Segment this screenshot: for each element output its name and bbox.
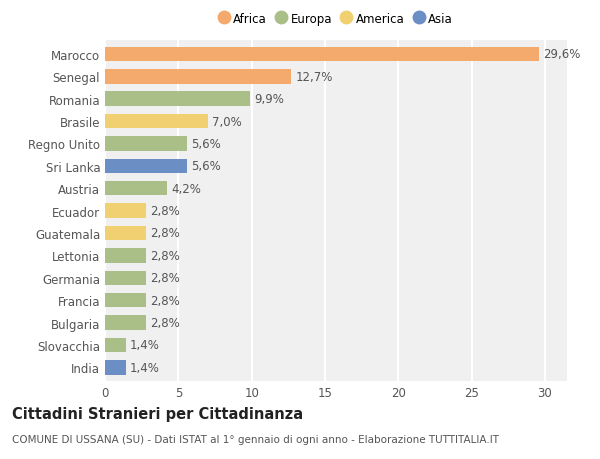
Bar: [105, 226, 146, 241]
Bar: [105, 271, 146, 285]
Bar: [105, 293, 146, 308]
Bar: [105, 249, 146, 263]
Text: 1,4%: 1,4%: [130, 361, 160, 374]
Text: 2,8%: 2,8%: [151, 205, 180, 218]
Bar: [105, 204, 146, 218]
Bar: [105, 316, 146, 330]
Bar: [105, 159, 187, 174]
Bar: [105, 92, 250, 106]
Bar: [105, 137, 187, 151]
Text: 12,7%: 12,7%: [296, 71, 333, 84]
Bar: [105, 338, 125, 353]
Text: 1,4%: 1,4%: [130, 339, 160, 352]
Bar: [105, 181, 167, 196]
Text: 7,0%: 7,0%: [212, 115, 242, 128]
Text: 5,6%: 5,6%: [191, 160, 221, 173]
Bar: [105, 114, 208, 129]
Text: 2,8%: 2,8%: [151, 227, 180, 240]
Text: 29,6%: 29,6%: [544, 48, 581, 61]
Bar: [105, 360, 125, 375]
Text: 2,8%: 2,8%: [151, 249, 180, 262]
Text: 4,2%: 4,2%: [171, 182, 201, 195]
Bar: [105, 70, 291, 84]
Bar: [105, 47, 539, 62]
Text: 5,6%: 5,6%: [191, 138, 221, 151]
Text: 2,8%: 2,8%: [151, 272, 180, 285]
Text: 2,8%: 2,8%: [151, 294, 180, 307]
Text: Cittadini Stranieri per Cittadinanza: Cittadini Stranieri per Cittadinanza: [12, 406, 303, 421]
Text: 9,9%: 9,9%: [254, 93, 284, 106]
Text: COMUNE DI USSANA (SU) - Dati ISTAT al 1° gennaio di ogni anno - Elaborazione TUT: COMUNE DI USSANA (SU) - Dati ISTAT al 1°…: [12, 434, 499, 444]
Text: 2,8%: 2,8%: [151, 316, 180, 330]
Legend: Africa, Europa, America, Asia: Africa, Europa, America, Asia: [214, 8, 458, 31]
